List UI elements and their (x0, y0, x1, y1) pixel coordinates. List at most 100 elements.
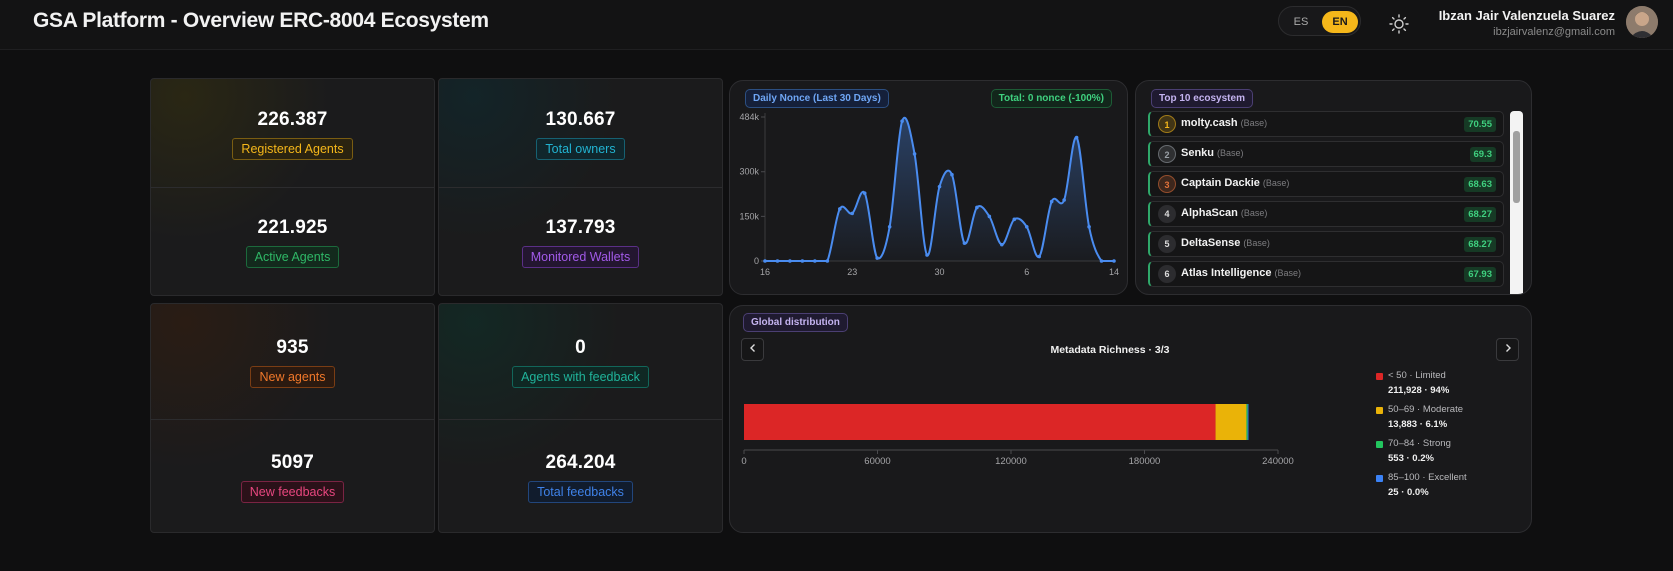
divider (439, 187, 722, 188)
rank-score: 68.27 (1464, 237, 1496, 252)
rank-network: (Base) (1240, 208, 1268, 218)
stat-new-agents: 935 New agents (151, 337, 434, 388)
legend-swatch (1376, 475, 1383, 482)
nonce-point (1074, 135, 1079, 140)
stat-registered-agents: 226.387 Registered Agents (151, 109, 434, 160)
total-feedbacks-value: 264.204 (545, 452, 616, 473)
rank-score: 68.27 (1464, 207, 1496, 222)
legend-value: 13,883 · 6.1% (1388, 419, 1448, 430)
rank-network: (Base) (1274, 268, 1301, 278)
top10-scrollbar[interactable] (1510, 111, 1523, 294)
legend-label: 85–100 · Excellent (1388, 472, 1467, 483)
legend-label: < 50 · Limited (1388, 370, 1446, 381)
x-tick-label: 60000 (864, 456, 890, 467)
registered-agents-value: 226.387 (257, 109, 328, 130)
active-agents-label: Active Agents (245, 246, 340, 268)
nonce-point (1087, 224, 1091, 229)
active-agents-value: 221.925 (257, 217, 328, 238)
nonce-point (862, 191, 867, 195)
avatar[interactable] (1626, 6, 1658, 38)
nonce-point (1024, 224, 1029, 229)
top10-row[interactable]: 2 Senku (Base) 69.3 (1148, 141, 1504, 167)
top10-row[interactable]: 6 Atlas Intelligence (Base) 67.93 (1148, 261, 1504, 287)
top10-list[interactable]: 1 molty.cash (Base) 70.55 2 Senku (Base) 69.3 3 C… (1146, 111, 1504, 294)
nonce-point (1000, 242, 1004, 247)
rank-badge: 6 (1158, 265, 1176, 283)
nonce-point (937, 184, 942, 189)
nonce-point (925, 253, 929, 257)
x-tick-label: 14 (1109, 267, 1119, 277)
top10-row[interactable]: 5 DeltaSense (Base) 68.27 (1148, 231, 1504, 257)
divider (439, 419, 722, 420)
nonce-point (1049, 199, 1054, 204)
prev-chart-button[interactable] (741, 338, 764, 361)
nonce-point (788, 259, 792, 263)
monitored-wallets-label: Monitored Wallets (521, 246, 640, 268)
language-toggle[interactable]: ES EN (1278, 6, 1361, 36)
nonce-point (775, 259, 780, 263)
rank-network: (Base) (1240, 118, 1268, 128)
chevron-right-icon (1505, 344, 1511, 352)
lang-en-option[interactable]: EN (1322, 11, 1358, 33)
rank-badge: 4 (1158, 205, 1176, 223)
nonce-point (887, 224, 892, 229)
agents-with-feedback-value: 0 (575, 337, 586, 358)
distribution-bar-segment (1246, 404, 1248, 440)
scroll-thumb[interactable] (1513, 131, 1520, 203)
legend-label: 70–84 · Strong (1388, 438, 1451, 449)
distribution-bar-segment (1215, 404, 1247, 440)
rank-network: (Base) (1217, 148, 1244, 158)
nonce-point (875, 256, 879, 260)
y-tick-label: 484k (739, 112, 759, 122)
y-tick-label: 300k (739, 167, 759, 177)
divider (151, 187, 434, 188)
top10-row[interactable]: 3 Captain Dackie (Base) 68.63 (1148, 171, 1504, 197)
nonce-point (1012, 217, 1017, 222)
nonce-point (1037, 254, 1042, 259)
legend-swatch (1376, 441, 1383, 448)
rank-network: (Base) (1243, 238, 1270, 248)
legend-value: 211,928 · 94% (1388, 385, 1450, 396)
rank-badge: 3 (1158, 175, 1176, 193)
stat-active-agents: 221.925 Active Agents (151, 217, 434, 268)
stat-card-feedback: 0 Agents with feedback 264.204 Total fee… (438, 303, 723, 533)
stat-monitored-wallets: 137.793 Monitored Wallets (439, 217, 722, 268)
distribution-bar-chart: 0 60000 120000 180000 240000 (741, 404, 1294, 467)
rank-name: Senku (Base) (1181, 147, 1244, 159)
nonce-point (1062, 198, 1066, 202)
y-tick-label: 150k (739, 211, 759, 221)
total-owners-value: 130.667 (545, 109, 616, 130)
stat-card-owners: 130.667 Total owners 137.793 Monitored W… (438, 78, 723, 296)
nonce-point (850, 211, 855, 216)
nonce-point (825, 259, 830, 263)
x-tick-label: 6 (1024, 267, 1029, 277)
total-owners-label: Total owners (536, 138, 625, 160)
rank-name: molty.cash (Base) (1181, 117, 1268, 129)
x-tick-label: 180000 (1129, 456, 1161, 467)
top-bar: GSA Platform - Overview ERC-8004 Ecosyst… (0, 0, 1673, 50)
legend-value: 553 · 0.2% (1388, 453, 1434, 464)
nonce-point (912, 152, 917, 156)
stat-total-owners: 130.667 Total owners (439, 109, 722, 160)
y-tick-label: 0 (754, 256, 759, 266)
stat-card-agents: 226.387 Registered Agents 221.925 Active… (150, 78, 435, 296)
lang-es-option[interactable]: ES (1293, 16, 1309, 28)
sun-icon[interactable] (1386, 11, 1412, 37)
chevron-left-icon (749, 344, 755, 352)
next-chart-button[interactable] (1496, 338, 1519, 361)
distribution-bar-segment (1247, 404, 1249, 440)
x-tick-label: 16 (760, 267, 770, 277)
rank-badge: 5 (1158, 235, 1176, 253)
top10-row[interactable]: 4 AlphaScan (Base) 68.27 (1148, 201, 1504, 227)
distribution-subtitle: Metadata Richness · 3/3 (1050, 344, 1170, 356)
nonce-point (962, 241, 967, 245)
x-tick-label: 23 (847, 267, 857, 277)
nonce-point (1099, 259, 1104, 263)
top10-row[interactable]: 1 molty.cash (Base) 70.55 (1148, 111, 1504, 137)
divider (151, 419, 434, 420)
daily-nonce-title: Daily Nonce (Last 30 Days) (745, 89, 889, 108)
distribution-bar-segment (744, 404, 1216, 440)
legend-swatch (1376, 373, 1383, 380)
rank-name: Captain Dackie (Base) (1181, 177, 1290, 189)
user-name: Ibzan Jair Valenzuela Suarez (1438, 8, 1615, 23)
